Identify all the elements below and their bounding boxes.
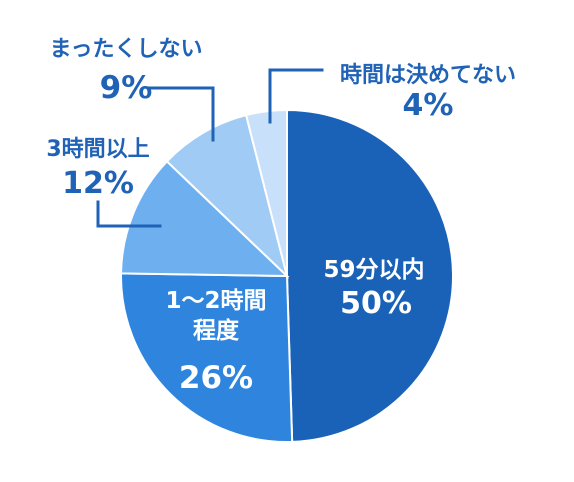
slice-value-3h: 12%: [62, 166, 134, 201]
leader-line-none: [146, 86, 215, 142]
slice-label-undecided: 時間は決めてない: [340, 63, 516, 88]
pie-slice-undecided: [244, 108, 288, 277]
slice-label-1-2h-line1: 1～2時間: [165, 288, 266, 314]
slice-value-59min: 50%: [340, 286, 412, 321]
leader-line-3h: [96, 200, 162, 228]
pie-slices: [120, 108, 454, 443]
slice-label-3h: 3時間以上: [46, 137, 149, 162]
slice-value-none: 9%: [100, 70, 153, 106]
slice-value-undecided: 4%: [403, 88, 454, 123]
pie-slice-1-2h: [120, 272, 294, 443]
pie-slice-59min: [286, 108, 454, 443]
pie-slice-none: [165, 113, 289, 280]
slice-label-1-2h-line2: 程度: [193, 317, 240, 344]
leader-line-undecided: [268, 68, 324, 124]
pie-slice-3h: [120, 159, 290, 278]
slice-value-1-2h: 26%: [179, 360, 253, 396]
slice-label-59min: 59分以内: [323, 257, 424, 283]
slice-label-none: まったくしない: [49, 37, 202, 62]
